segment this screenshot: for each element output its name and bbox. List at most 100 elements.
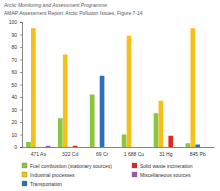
tick-mark xyxy=(20,60,22,61)
plot: 0 10 20 30 40 50 60 70 80 90 100 471 As 322 Cd 69 Cr 1… xyxy=(9,19,215,156)
tick-label: 845 Pb xyxy=(190,151,206,157)
bar xyxy=(31,28,36,147)
legend-label: Industrial processes xyxy=(30,172,75,178)
legend-swatch xyxy=(132,163,137,168)
series xyxy=(46,146,51,147)
legend-swatch xyxy=(22,172,27,177)
bar xyxy=(154,113,159,147)
tick: 60 xyxy=(11,69,22,75)
bar xyxy=(186,143,191,147)
bar xyxy=(200,147,205,148)
tick-mark xyxy=(20,147,22,148)
tick: 30 xyxy=(11,107,22,113)
tick-label: 471 As xyxy=(31,151,47,157)
bar xyxy=(90,95,95,148)
tick: 322 Cd xyxy=(62,147,78,157)
tick-mark xyxy=(20,85,22,86)
legend-label: Miscellaneous sources xyxy=(140,172,191,178)
tick: 845 Pb xyxy=(190,147,206,157)
legend-item: Fuel combustion (stationary sources) xyxy=(22,163,112,169)
tick: 90 xyxy=(11,32,22,38)
tick: 100 xyxy=(9,19,22,25)
series xyxy=(26,95,190,148)
tick: 80 xyxy=(11,44,22,50)
tick: 10 xyxy=(11,132,22,138)
bar xyxy=(68,147,73,148)
bar xyxy=(78,147,83,148)
bar xyxy=(137,147,142,148)
bar xyxy=(100,76,105,147)
bar xyxy=(168,136,173,147)
legend-label: Transportation xyxy=(30,181,62,187)
tick-label: 50 xyxy=(11,82,17,88)
tick-mark xyxy=(20,122,22,123)
tick: 70 xyxy=(11,57,22,63)
bar xyxy=(122,135,127,148)
bar xyxy=(190,28,195,147)
tick-label: 10 xyxy=(11,132,17,138)
series xyxy=(73,136,173,147)
tick-label: 20 xyxy=(11,119,17,125)
bar xyxy=(195,145,200,148)
axis-line xyxy=(20,23,23,148)
tick-mark xyxy=(20,22,22,23)
legend-item: Industrial processes xyxy=(22,172,75,178)
tick-label: 322 Cd xyxy=(62,151,78,157)
bar xyxy=(132,147,137,148)
bar xyxy=(164,147,169,148)
tick: 471 As xyxy=(31,147,47,157)
bar xyxy=(141,147,146,148)
legend-swatch xyxy=(132,172,137,177)
tick-label: 60 xyxy=(11,69,17,75)
chart: Arctic Monitoring and Assessment Program… xyxy=(0,0,220,191)
tick: 1 688 Cu xyxy=(124,147,145,157)
tick-mark xyxy=(20,72,22,73)
tick-label: 1 688 Cu xyxy=(124,151,145,157)
bars xyxy=(26,28,200,147)
tick-label: 70 xyxy=(11,57,17,63)
tick: 0 xyxy=(14,144,22,150)
tick-label: 69 Cr xyxy=(96,151,109,157)
bar xyxy=(105,147,110,148)
bar xyxy=(73,146,78,147)
legend-item: Transportation xyxy=(22,181,62,187)
tick-mark xyxy=(20,110,22,111)
legend-swatch xyxy=(22,163,27,168)
bar xyxy=(36,147,41,148)
bar xyxy=(173,147,178,148)
tick-label: 80 xyxy=(11,44,17,50)
tick-label: 31 Hg xyxy=(159,151,173,157)
bar xyxy=(63,55,68,148)
bar xyxy=(41,147,46,148)
legend-label: Solid waste incineration xyxy=(140,163,193,169)
tick-label: 90 xyxy=(11,32,17,38)
tick: 20 xyxy=(11,119,22,125)
legend-swatch xyxy=(22,181,27,186)
tick-mark xyxy=(20,47,22,48)
legend-item: Solid waste incineration xyxy=(132,163,193,169)
tick: 69 Cr xyxy=(96,147,109,157)
title: AMAP Assessment Report: Arctic Pollution… xyxy=(4,10,143,16)
legend-item: Miscellaneous sources xyxy=(132,172,191,178)
tick-label: 30 xyxy=(11,107,17,113)
x-axis: 471 As 322 Cd 69 Cr 1 688 Cu 31 Hg 845 Pb xyxy=(23,147,215,157)
tick: 50 xyxy=(11,82,22,88)
bar xyxy=(110,147,115,148)
tick-mark xyxy=(20,97,22,98)
bar xyxy=(95,147,100,148)
legend-label: Fuel combustion (stationary sources) xyxy=(30,163,112,169)
tick-label: 40 xyxy=(11,94,17,100)
tick-label: 0 xyxy=(14,144,17,150)
legend: Fuel combustion (stationary sources) Indu… xyxy=(22,163,193,187)
tick-mark xyxy=(20,135,22,136)
series xyxy=(100,76,200,147)
subtitle: Arctic Monitoring and Assessment Program… xyxy=(3,2,107,8)
tick: 31 Hg xyxy=(159,147,173,157)
bar xyxy=(205,147,210,148)
bar xyxy=(127,36,132,147)
tick-mark xyxy=(20,35,22,36)
y-axis: 0 10 20 30 40 50 60 70 80 90 100 xyxy=(9,19,23,150)
tick-label: 100 xyxy=(9,19,18,25)
series xyxy=(31,28,195,147)
bar xyxy=(58,118,63,147)
